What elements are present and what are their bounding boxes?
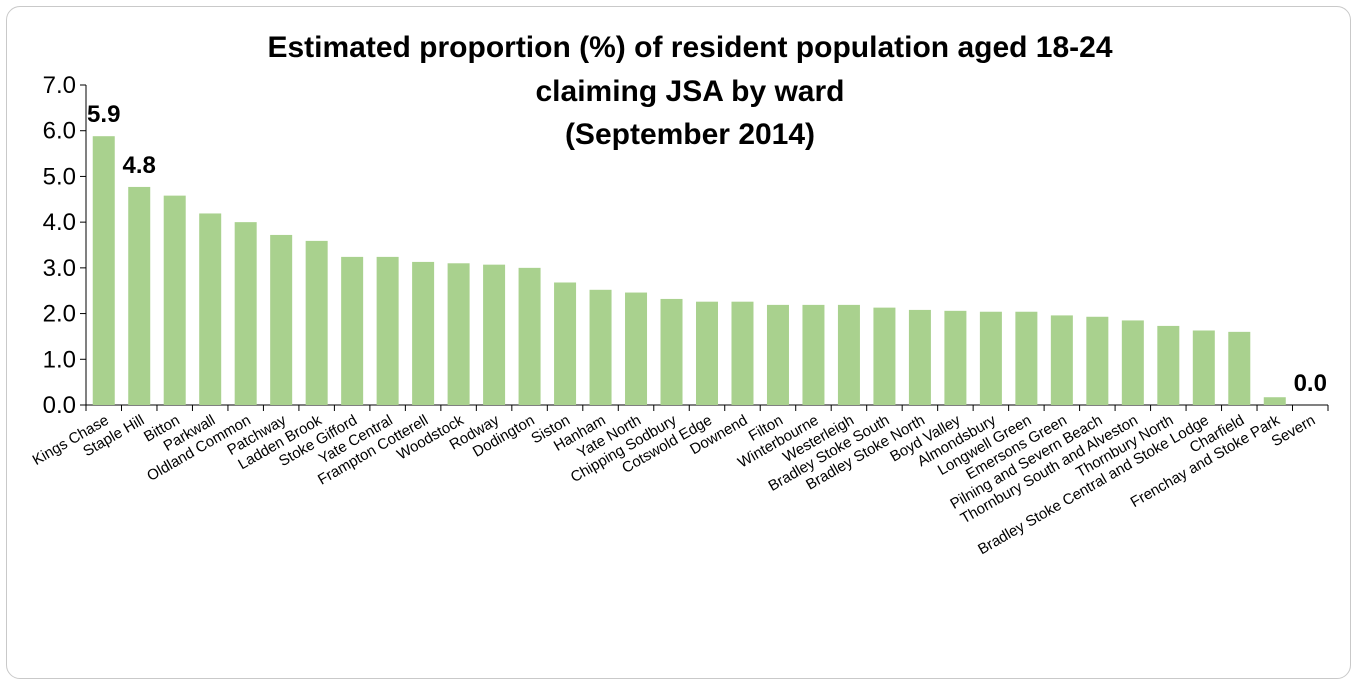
y-tick-label: 6.0 bbox=[43, 118, 76, 145]
y-tick-label: 5.0 bbox=[43, 163, 76, 190]
bar bbox=[305, 240, 328, 405]
bar bbox=[731, 301, 754, 405]
bar bbox=[1228, 331, 1251, 405]
y-tick-label: 1.0 bbox=[43, 346, 76, 373]
data-label: 4.8 bbox=[123, 152, 156, 179]
y-tick-label: 7.0 bbox=[43, 72, 76, 99]
chart-title: Estimated proportion (%) of resident pop… bbox=[267, 31, 1112, 64]
bar bbox=[695, 301, 719, 405]
bar bbox=[518, 267, 541, 405]
bar bbox=[1121, 320, 1144, 405]
y-tick-label: 0.0 bbox=[43, 392, 76, 419]
data-label: 5.9 bbox=[87, 101, 120, 128]
bar bbox=[1263, 397, 1286, 405]
bar bbox=[979, 311, 1002, 405]
bar bbox=[589, 289, 612, 405]
bar bbox=[92, 136, 115, 405]
bar bbox=[447, 263, 470, 405]
bar bbox=[660, 298, 683, 405]
bar bbox=[766, 304, 789, 405]
bar bbox=[1050, 315, 1073, 405]
bar bbox=[128, 186, 151, 405]
bar bbox=[908, 309, 931, 405]
bar bbox=[554, 282, 577, 405]
bar bbox=[376, 256, 399, 405]
bar bbox=[412, 261, 435, 405]
chart-subtitle: (September 2014) bbox=[565, 118, 815, 151]
bar bbox=[483, 264, 506, 405]
chart-title-line2: claiming JSA by ward bbox=[536, 75, 845, 108]
bar bbox=[234, 222, 257, 405]
bar bbox=[1192, 330, 1215, 405]
bar bbox=[163, 195, 186, 405]
bar bbox=[1015, 311, 1038, 405]
data-label: 0.0 bbox=[1294, 370, 1327, 397]
y-tick-label: 2.0 bbox=[43, 301, 76, 328]
bar bbox=[199, 213, 222, 405]
bar bbox=[873, 307, 896, 405]
bar bbox=[1157, 325, 1180, 405]
bar bbox=[625, 292, 648, 405]
bar bbox=[802, 304, 825, 405]
bar bbox=[837, 304, 860, 405]
bar bbox=[341, 256, 364, 405]
bar bbox=[944, 310, 967, 405]
bar bbox=[1086, 316, 1109, 405]
y-tick-label: 4.0 bbox=[43, 209, 76, 236]
y-tick-label: 3.0 bbox=[43, 255, 76, 282]
bar bbox=[270, 234, 293, 405]
